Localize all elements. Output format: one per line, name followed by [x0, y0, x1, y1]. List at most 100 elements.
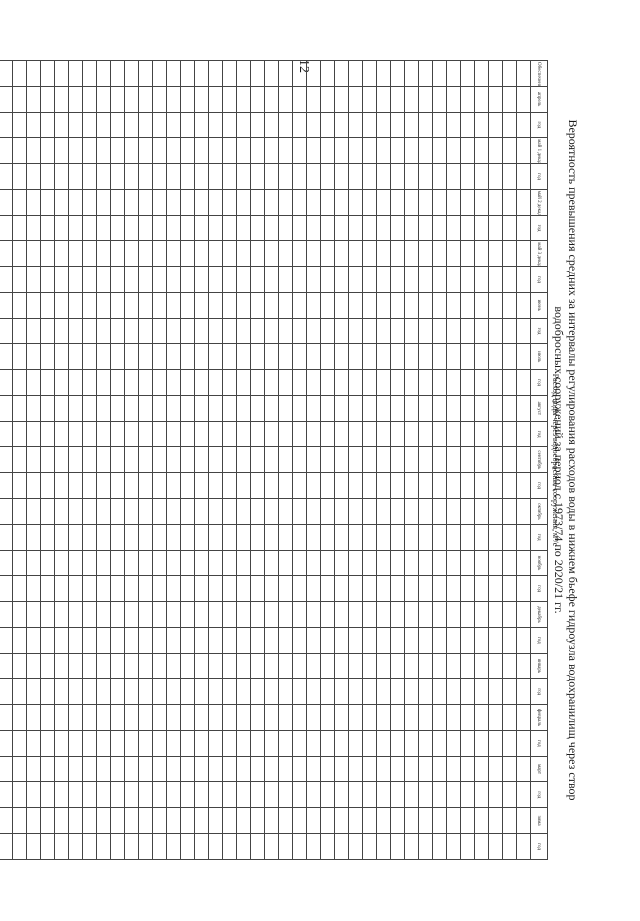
table-cell — [432, 704, 447, 731]
table-row — [376, 60, 391, 860]
table-cell — [348, 756, 363, 782]
column-header: май 2 декада — [530, 189, 548, 216]
table-cell — [222, 215, 237, 241]
table-cell — [222, 137, 237, 164]
table-cell — [68, 318, 83, 344]
table-cell — [250, 292, 265, 319]
table-cell — [110, 421, 125, 447]
table-cell — [362, 550, 377, 576]
table-cell — [432, 60, 447, 87]
table-cell — [12, 498, 27, 525]
table-cell — [292, 318, 307, 344]
table-cell — [82, 498, 97, 525]
column-header: апрель — [530, 86, 548, 113]
table-cell — [292, 369, 307, 396]
table-cell — [40, 343, 55, 370]
table-cell — [68, 86, 83, 113]
table-cell — [460, 86, 475, 113]
table-cell — [110, 112, 125, 138]
table-cell — [138, 756, 153, 782]
table-cell — [138, 421, 153, 447]
table-cell — [306, 575, 321, 602]
table-cell — [390, 601, 405, 628]
table-cell — [278, 781, 293, 808]
table-cell — [250, 137, 265, 164]
table-cell — [502, 704, 517, 731]
table-cell — [292, 137, 307, 164]
table-cell — [82, 472, 97, 499]
table-cell — [236, 781, 251, 808]
table-cell — [236, 163, 251, 190]
table-cell — [82, 240, 97, 267]
table-cell — [306, 369, 321, 396]
table-cell — [320, 472, 335, 499]
table-cell — [194, 678, 209, 705]
column-header: май 1 декада — [530, 137, 548, 164]
table-cell — [26, 215, 41, 241]
table-cell — [180, 421, 195, 447]
table-cell — [306, 833, 321, 860]
table-cell — [0, 60, 13, 87]
table-cell — [208, 343, 223, 370]
column-header: год — [530, 833, 548, 860]
table-cell — [292, 807, 307, 834]
table-cell — [404, 112, 419, 138]
table-cell — [432, 369, 447, 396]
table-cell — [0, 704, 13, 731]
table-cell — [460, 833, 475, 860]
table-cell — [208, 704, 223, 731]
table-cell — [138, 215, 153, 241]
table-cell — [166, 60, 181, 87]
table-cell — [54, 781, 69, 808]
table-cell — [96, 189, 111, 216]
table-row — [194, 60, 209, 860]
table-cell — [124, 369, 139, 396]
table-cell — [152, 86, 167, 113]
table-cell — [376, 756, 391, 782]
table-cell — [12, 446, 27, 473]
table-cell — [418, 240, 433, 267]
table-cell — [26, 240, 41, 267]
table-cell — [474, 756, 489, 782]
column-header: год — [530, 627, 548, 654]
table-cell — [516, 215, 531, 241]
table-cell — [236, 678, 251, 705]
table-cell — [152, 704, 167, 731]
table-cell — [40, 112, 55, 138]
table-cell — [404, 163, 419, 190]
table-cell — [166, 653, 181, 679]
table-cell — [166, 189, 181, 216]
table-cell — [68, 550, 83, 576]
table-cell — [208, 60, 223, 87]
table-cell — [446, 498, 461, 525]
table-cell — [348, 60, 363, 87]
table-cell — [236, 240, 251, 267]
table-cell — [96, 833, 111, 860]
table-cell — [292, 446, 307, 473]
table-cell — [82, 343, 97, 370]
table-cell — [348, 575, 363, 602]
table-cell — [292, 627, 307, 654]
table-cell — [0, 240, 13, 267]
table-cell — [40, 86, 55, 113]
column-header: июнь — [530, 292, 548, 319]
table-cell — [166, 266, 181, 293]
table-cell — [404, 472, 419, 499]
table-row — [292, 60, 307, 860]
table-cell — [124, 395, 139, 422]
table-cell — [236, 498, 251, 525]
table-cell — [194, 240, 209, 267]
table-cell — [516, 704, 531, 731]
table-cell — [12, 292, 27, 319]
table-cell — [194, 421, 209, 447]
table-cell — [488, 266, 503, 293]
table-cell — [488, 369, 503, 396]
table-cell — [474, 575, 489, 602]
table-cell — [432, 292, 447, 319]
table-cell — [418, 292, 433, 319]
column-header: год — [530, 112, 548, 138]
table-cell — [250, 318, 265, 344]
table-cell — [250, 498, 265, 525]
table-cell — [348, 292, 363, 319]
table-cell — [320, 653, 335, 679]
